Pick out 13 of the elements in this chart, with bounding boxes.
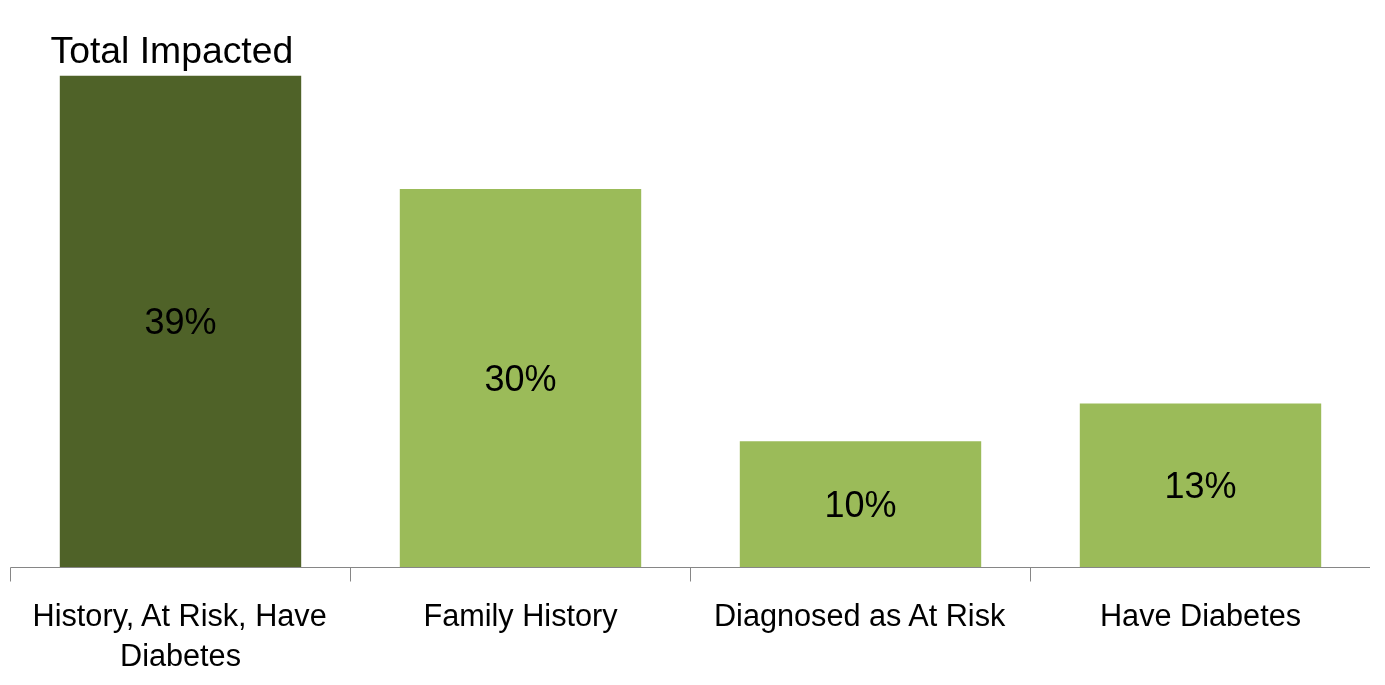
data-label: 39% bbox=[144, 301, 217, 342]
chart-title: Total Impacted bbox=[50, 28, 294, 71]
x-tick-label: Family History bbox=[423, 597, 619, 633]
x-tick-label: Diagnosed as At Risk bbox=[713, 597, 1007, 633]
data-label: 10% bbox=[824, 483, 897, 525]
data-label: 13% bbox=[1164, 465, 1237, 506]
x-tick-label: History, At Risk, Have Diabetes bbox=[32, 597, 327, 673]
bar bbox=[59, 75, 302, 568]
bar bbox=[399, 189, 642, 568]
x-tick-label: Have Diabetes bbox=[1099, 597, 1302, 632]
bar bbox=[739, 441, 982, 568]
data-label: 30% bbox=[484, 357, 557, 399]
bar bbox=[1079, 403, 1322, 568]
